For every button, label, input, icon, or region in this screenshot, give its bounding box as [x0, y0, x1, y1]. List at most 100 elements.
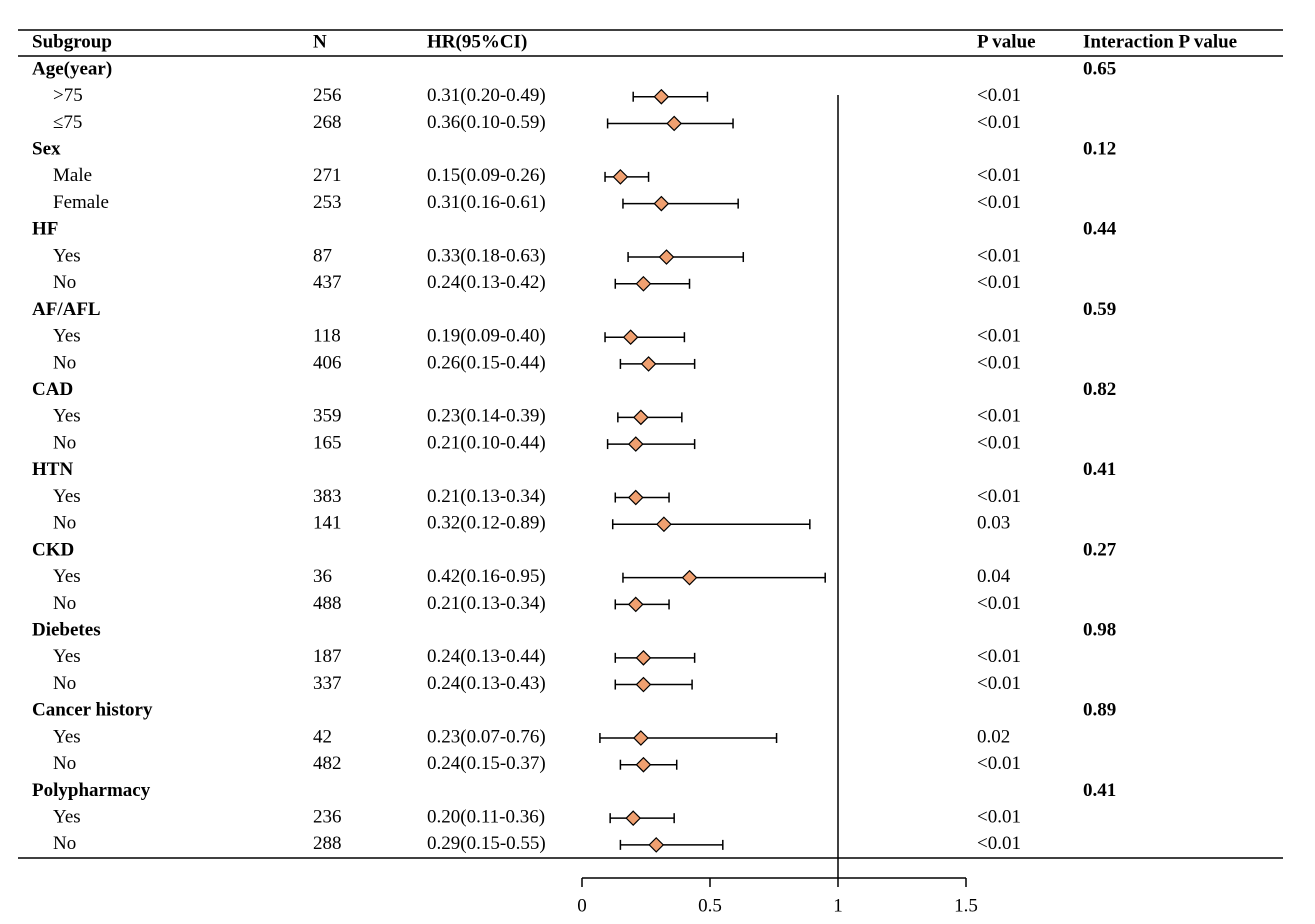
- interaction-p: 0.27: [1083, 539, 1117, 560]
- subgroup-label: Male: [53, 165, 92, 186]
- hr-diamond: [635, 275, 652, 292]
- hr-label: 0.21(0.10-0.44): [427, 432, 546, 453]
- group-label: CKD: [32, 539, 74, 560]
- p-value: 0.04: [977, 566, 1011, 587]
- group-label: HF: [32, 219, 58, 240]
- hr-diamond: [622, 329, 639, 346]
- hr-label: 0.21(0.13-0.34): [427, 593, 546, 614]
- hr-diamond: [627, 596, 644, 613]
- subgroup-label: No: [53, 513, 76, 534]
- subgroup-label: Yes: [53, 807, 81, 828]
- n-value: 165: [313, 432, 342, 453]
- group-label: Polypharmacy: [32, 780, 151, 801]
- hr-label: 0.23(0.07-0.76): [427, 726, 546, 747]
- hr-diamond: [653, 88, 670, 105]
- subgroup-label: Yes: [53, 326, 81, 347]
- interaction-p: 0.82: [1083, 379, 1116, 400]
- subgroup-label: No: [53, 753, 76, 774]
- subgroup-label: Yes: [53, 566, 81, 587]
- hr-diamond: [656, 516, 672, 533]
- hr-label: 0.15(0.09-0.26): [427, 165, 546, 186]
- column-header: N: [313, 31, 327, 52]
- interaction-p: 0.41: [1083, 459, 1116, 480]
- hr-diamond: [648, 837, 665, 853]
- hr-label: 0.24(0.13-0.44): [427, 646, 546, 667]
- p-value: <0.01: [977, 326, 1021, 347]
- subgroup-label: Yes: [53, 646, 81, 667]
- subgroup-label: >75: [53, 85, 83, 106]
- p-value: <0.01: [977, 646, 1021, 667]
- n-value: 359: [313, 406, 342, 427]
- interaction-p: 0.12: [1083, 139, 1116, 160]
- group-label: Age(year): [32, 58, 112, 79]
- n-value: 256: [313, 85, 342, 106]
- n-value: 288: [313, 833, 342, 854]
- subgroup-label: No: [53, 432, 76, 453]
- subgroup-label: Yes: [53, 406, 81, 427]
- hr-label: 0.19(0.09-0.40): [427, 326, 546, 347]
- p-value: <0.01: [977, 85, 1021, 106]
- x-tick-label: 0.5: [698, 895, 722, 916]
- p-value: 0.03: [977, 513, 1010, 534]
- x-tick-label: 0: [577, 895, 587, 916]
- group-label: Diebetes: [32, 619, 101, 640]
- column-header: P value: [977, 31, 1036, 52]
- x-tick-label: 1.5: [954, 895, 978, 916]
- n-value: 253: [313, 192, 342, 213]
- subgroup-label: No: [53, 352, 76, 373]
- subgroup-label: No: [53, 272, 76, 293]
- p-value: <0.01: [977, 807, 1021, 828]
- n-value: 187: [313, 646, 342, 667]
- group-label: HTN: [32, 459, 73, 480]
- hr-label: 0.31(0.16-0.61): [427, 192, 546, 213]
- group-label: Cancer history: [32, 700, 153, 721]
- hr-diamond: [633, 409, 649, 426]
- hr-diamond: [627, 436, 644, 452]
- n-value: 271: [313, 165, 342, 186]
- interaction-p: 0.65: [1083, 58, 1116, 79]
- hr-diamond: [633, 730, 649, 746]
- p-value: <0.01: [977, 486, 1021, 507]
- hr-diamond: [627, 489, 644, 506]
- hr-diamond: [658, 249, 675, 265]
- p-value: <0.01: [977, 833, 1021, 854]
- p-value: <0.01: [977, 112, 1021, 133]
- p-value: <0.01: [977, 192, 1021, 213]
- subgroup-label: No: [53, 593, 76, 614]
- p-value: <0.01: [977, 593, 1021, 614]
- hr-label: 0.21(0.13-0.34): [427, 486, 546, 507]
- p-value: 0.02: [977, 726, 1010, 747]
- hr-diamond: [681, 569, 698, 586]
- interaction-p: 0.44: [1083, 219, 1117, 240]
- hr-diamond: [625, 810, 642, 827]
- group-label: CAD: [32, 379, 73, 400]
- n-value: 118: [313, 326, 341, 347]
- hr-label: 0.31(0.20-0.49): [427, 85, 546, 106]
- interaction-p: 0.98: [1083, 619, 1116, 640]
- column-header: Subgroup: [32, 31, 112, 52]
- n-value: 437: [313, 272, 342, 293]
- hr-label: 0.36(0.10-0.59): [427, 112, 546, 133]
- interaction-p: 0.59: [1083, 299, 1116, 320]
- interaction-p: 0.41: [1083, 780, 1116, 801]
- hr-diamond: [635, 756, 652, 773]
- hr-label: 0.26(0.15-0.44): [427, 352, 546, 373]
- hr-diamond: [640, 356, 657, 372]
- p-value: <0.01: [977, 352, 1021, 373]
- hr-label: 0.24(0.15-0.37): [427, 753, 546, 774]
- column-header: HR(95%CI): [427, 31, 527, 52]
- n-value: 488: [313, 593, 342, 614]
- n-value: 337: [313, 673, 342, 694]
- hr-label: 0.23(0.14-0.39): [427, 406, 546, 427]
- n-value: 236: [313, 807, 342, 828]
- hr-label: 0.32(0.12-0.89): [427, 513, 546, 534]
- hr-label: 0.29(0.15-0.55): [427, 833, 546, 854]
- hr-label: 0.33(0.18-0.63): [427, 245, 546, 266]
- group-label: Sex: [32, 139, 61, 160]
- p-value: <0.01: [977, 165, 1021, 186]
- n-value: 42: [313, 726, 332, 747]
- hr-diamond: [635, 649, 652, 666]
- interaction-p: 0.89: [1083, 700, 1116, 721]
